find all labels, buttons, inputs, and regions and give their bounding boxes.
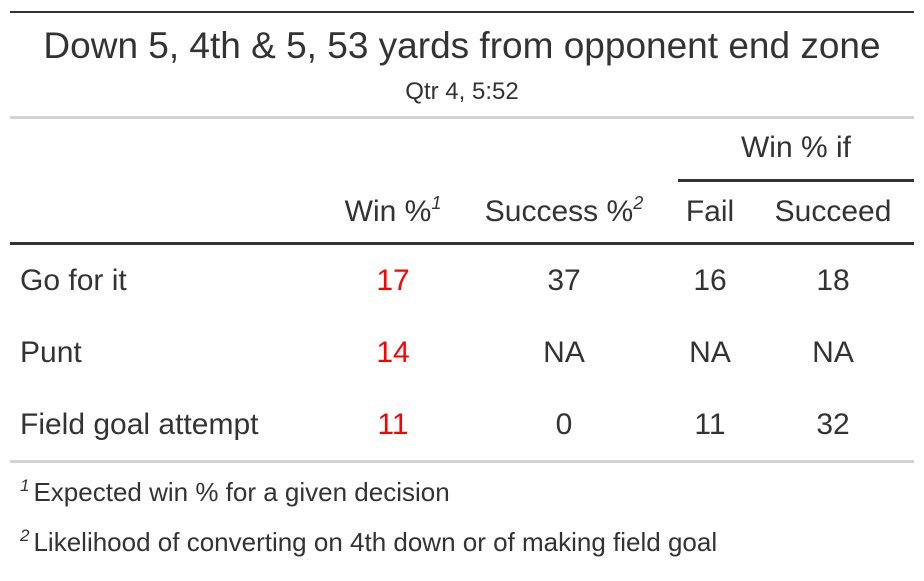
column-header-rule — [10, 242, 914, 245]
row-label: Punt — [20, 336, 82, 369]
success-cell: NA — [543, 336, 585, 369]
succeed-cell: 18 — [816, 264, 850, 297]
win-cell: 14 — [376, 336, 410, 369]
top-rule — [10, 11, 914, 13]
footnote-1: 1 Expected win % for a given decision — [20, 476, 450, 508]
heading-rule — [10, 116, 914, 119]
footnote-mark-1: 1 — [431, 193, 442, 213]
success-cell: 37 — [547, 264, 581, 297]
column-header-fail: Fail — [685, 195, 735, 228]
footnote-2-text: Likelihood of converting on 4th down or … — [33, 527, 718, 557]
column-header-win-label: Win % — [344, 195, 432, 228]
table-row: Go for it 17 37 16 18 — [10, 245, 914, 317]
column-header-success: Success %2 — [478, 194, 650, 230]
win-cell: 17 — [376, 264, 410, 297]
table-title: Down 5, 4th & 5, 53 yards from opponent … — [43, 25, 881, 66]
succeed-cell: 32 — [816, 408, 850, 441]
success-cell: 0 — [555, 408, 573, 441]
fail-cell: 16 — [693, 264, 727, 297]
table-row: Punt 14 NA NA NA — [10, 317, 914, 389]
footnote-1-mark: 1 — [20, 476, 30, 495]
column-header-win: Win %1 — [330, 194, 456, 230]
footnote-2: 2 Likelihood of converting on 4th down or… — [20, 526, 717, 558]
column-header-success-label: Success % — [484, 195, 634, 228]
footnote-1-text: Expected win % for a given decision — [33, 477, 450, 507]
spanner-win-if: Win % if — [740, 131, 851, 164]
fail-cell: 11 — [694, 408, 726, 441]
table-subtitle: Qtr 4, 5:52 — [405, 78, 519, 105]
fail-cell: NA — [689, 336, 731, 369]
spanner-rule — [678, 179, 914, 182]
column-header-succeed: Succeed — [774, 195, 892, 228]
succeed-cell: NA — [812, 336, 854, 369]
footnote-2-mark: 2 — [20, 526, 30, 545]
body-bottom-rule — [10, 460, 914, 463]
table-row: Field goal attempt 11 0 11 32 — [10, 389, 914, 461]
footnote-mark-2: 2 — [633, 193, 644, 213]
row-label: Go for it — [20, 264, 127, 297]
win-cell: 11 — [377, 408, 409, 441]
row-label: Field goal attempt — [20, 408, 259, 441]
